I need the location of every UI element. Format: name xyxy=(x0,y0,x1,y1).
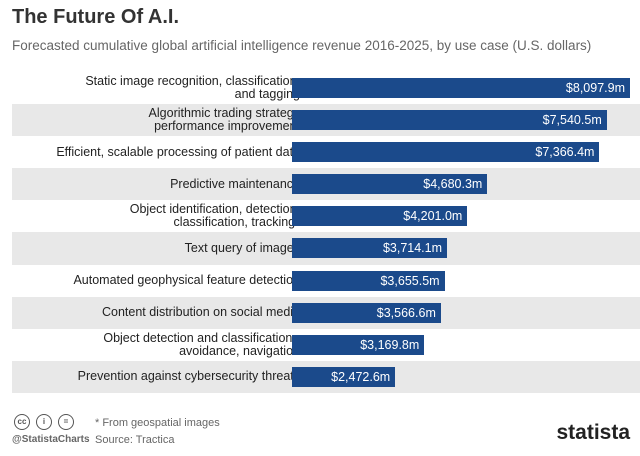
category-label: Automated geophysical feature detection xyxy=(73,273,300,288)
value-label: $7,366.4m xyxy=(535,145,595,160)
row: Object identification, detection, classi… xyxy=(12,200,640,232)
bar xyxy=(292,78,630,98)
cc-icon: cc xyxy=(14,414,30,430)
chart-title: The Future Of A.I. xyxy=(12,6,180,28)
nd-icon: = xyxy=(58,414,74,430)
value-label: $3,655.5m xyxy=(380,273,440,288)
bar xyxy=(292,110,607,131)
value-label: $8,097.9m xyxy=(565,81,625,95)
by-icon: i xyxy=(36,414,52,430)
plot: Static image recognition, classification… xyxy=(12,72,640,393)
category-label: Static image recognition, classification… xyxy=(85,74,300,102)
value-label: $3,714.1m xyxy=(382,241,443,256)
row: Static image recognition, classification… xyxy=(12,72,640,104)
category-label: Predictive maintenance xyxy=(170,176,300,191)
value-label: $3,169.8m xyxy=(360,337,420,352)
bar xyxy=(292,142,600,163)
source: Source: Tractica xyxy=(95,434,175,446)
bar xyxy=(292,238,448,259)
row: Object detection and classification - av… xyxy=(12,329,640,361)
bar xyxy=(292,174,488,195)
category-label: Object identification, detection, classi… xyxy=(129,202,300,230)
footnote: * From geospatial images xyxy=(95,417,220,429)
row: Text query of images $3,714.1m xyxy=(12,232,640,265)
value-label: $4,201.0m xyxy=(403,209,463,224)
category-label: Text query of images xyxy=(184,241,300,256)
bar xyxy=(292,270,445,291)
category-label: Efficient, scalable processing of patien… xyxy=(56,144,300,159)
bar xyxy=(292,334,425,355)
row: Content distribution on social media $3,5… xyxy=(12,296,640,329)
bar xyxy=(292,366,396,387)
value-label: $2,472.6m xyxy=(331,369,391,384)
chart-subtitle: Forecasted cumulative global artificial … xyxy=(12,38,592,53)
row: Prevention against cybersecurity threats… xyxy=(12,360,640,393)
category-label: Prevention against cybersecurity threats xyxy=(77,369,300,384)
row: Predictive maintenance $4,680.3m xyxy=(12,168,640,201)
category-label: Algorithmic trading strategy performance… xyxy=(148,106,300,134)
row: Automated geophysical feature detection $… xyxy=(12,265,640,297)
category-label: Content distribution on social media xyxy=(101,305,300,320)
bar xyxy=(292,206,468,227)
logo: statista xyxy=(556,421,630,444)
value-label: $3,566.6m xyxy=(376,305,436,320)
row: Algorithmic trading strategy performance… xyxy=(12,104,640,137)
row: Efficient, scalable processing of patien… xyxy=(12,136,640,168)
category-label: Object detection and classification - av… xyxy=(103,330,300,358)
handle: @StatistaCharts xyxy=(12,434,90,445)
bar xyxy=(292,302,441,323)
value-label: $4,680.3m xyxy=(423,177,483,192)
value-label: $7,540.5m xyxy=(542,113,602,128)
